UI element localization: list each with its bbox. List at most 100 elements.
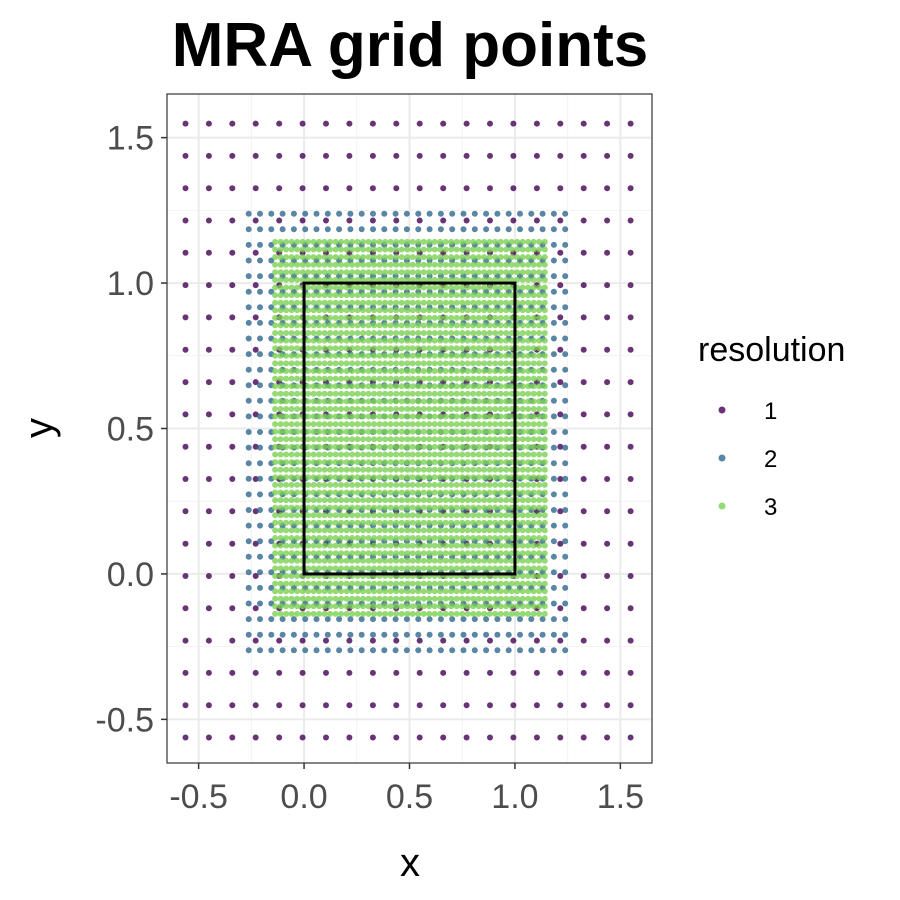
data-point [415,307,422,314]
data-point [470,292,477,299]
data-point [343,368,350,374]
data-point [604,152,611,159]
data-point [316,375,323,382]
data-point [323,120,329,127]
data-point [398,352,405,359]
data-point [530,352,537,359]
data-point [481,345,488,352]
data-point [409,588,416,595]
data-point [338,565,345,572]
data-point [431,254,438,261]
data-point [327,269,334,276]
data-point [288,428,295,435]
data-point [505,616,512,623]
data-point [245,351,252,358]
data-point [338,443,345,450]
data-point [541,238,548,245]
data-point [464,261,471,268]
data-point [415,360,422,367]
data-point [519,284,526,291]
data-point [464,413,471,420]
data-point [276,185,283,192]
data-point [321,292,328,299]
data-point [536,565,543,572]
data-point [182,573,189,579]
data-point [459,512,466,519]
data-point [321,603,328,610]
data-point [349,610,356,617]
data-point [310,292,317,299]
data-point [305,383,312,390]
data-point [541,557,548,564]
data-point [464,284,471,291]
data-point [604,282,611,289]
data-point [376,383,383,390]
data-point [580,540,587,547]
data-point [316,383,323,390]
data-point [376,360,383,367]
data-point [459,481,466,488]
data-point [343,489,350,496]
data-point [481,603,488,610]
data-point [475,269,482,276]
data-point [497,481,504,488]
data-point [277,565,284,572]
data-point [431,421,438,428]
data-point [354,610,361,617]
data-point [464,557,471,564]
data-point [536,246,543,253]
data-point [305,527,312,534]
data-point [420,421,427,428]
data-point [338,603,345,610]
data-point [431,390,438,397]
data-point [338,610,345,617]
data-point [365,383,372,390]
data-point [277,390,284,397]
data-point [481,299,488,306]
data-point [387,459,394,466]
data-point [481,542,488,549]
data-point [302,210,309,217]
data-point [442,413,449,420]
data-point [360,292,367,299]
data-point [448,368,455,374]
data-point [387,261,394,268]
data-point [415,535,422,541]
data-point [508,375,515,382]
data-point [371,595,378,602]
data-point [365,322,372,329]
data-point [382,610,389,617]
data-point [323,152,329,159]
data-point [562,273,569,280]
data-point [541,413,548,420]
data-point [398,269,405,276]
data-point [557,508,564,515]
data-point [448,398,455,405]
data-point [627,443,634,450]
data-point [525,497,532,504]
data-point [392,631,399,638]
data-point [288,284,295,291]
data-point [369,120,376,127]
data-point [497,489,504,496]
data-point [257,335,263,342]
data-point [409,459,416,466]
data-point [470,459,477,466]
data-point [294,314,301,321]
data-point [371,352,378,359]
data-point [541,436,548,443]
data-point [481,595,488,602]
data-point [257,304,263,311]
data-point [404,519,411,526]
data-point [486,542,493,549]
data-point [497,292,504,299]
data-point [530,368,537,374]
data-point [508,557,515,564]
data-point [557,120,564,127]
data-point [475,504,482,511]
data-point [277,352,284,359]
data-point [437,542,444,549]
legend-label: 3 [764,494,777,521]
data-point [442,588,449,595]
data-point [426,466,433,473]
